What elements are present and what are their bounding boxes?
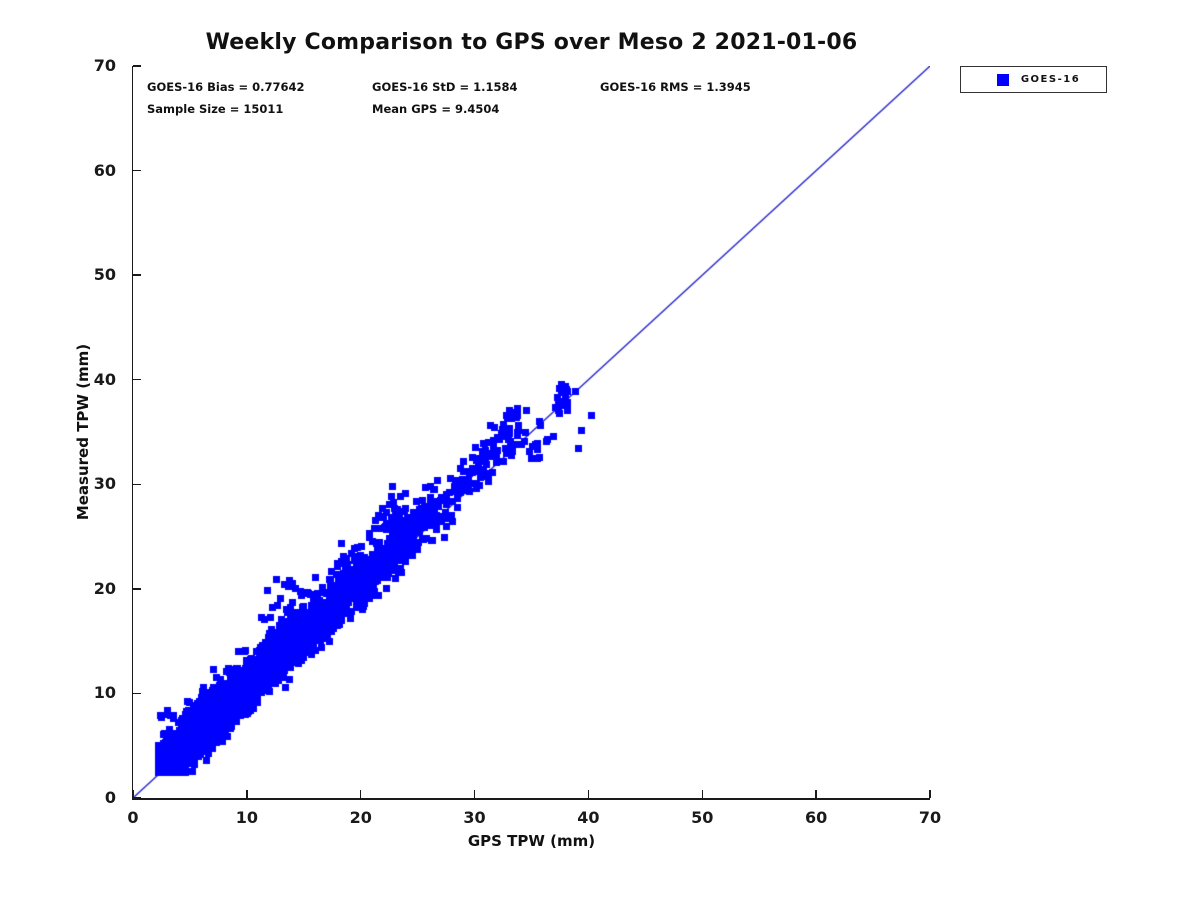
x-tick-mark	[246, 790, 248, 798]
y-tick-mark	[133, 378, 141, 381]
y-tick-mark	[133, 169, 141, 172]
y-tick-label: 60	[93, 160, 116, 180]
chart-title: Weekly Comparison to GPS over Meso 2 202…	[205, 30, 858, 55]
legend-square-marker-icon	[997, 73, 1009, 86]
x-tick-mark	[815, 790, 817, 798]
x-tick-label: 0	[127, 808, 139, 827]
scatter-canvas	[133, 66, 930, 798]
y-tick-mark	[133, 692, 141, 695]
x-tick-mark	[132, 790, 134, 798]
y-tick-label: 40	[93, 369, 116, 389]
x-tick-label: 60	[805, 808, 828, 827]
x-tick-mark	[359, 790, 362, 798]
y-tick-label: 70	[93, 56, 116, 75]
x-tick-label: 30	[463, 808, 486, 827]
y-axis-spine	[131, 66, 133, 800]
y-tick-mark	[133, 65, 141, 67]
y-tick-mark	[133, 797, 141, 799]
x-tick-mark	[929, 790, 931, 798]
x-axis-spine	[131, 798, 930, 800]
x-tick-mark	[473, 790, 476, 798]
y-tick-label: 10	[93, 683, 116, 703]
x-tick-mark	[701, 790, 704, 798]
x-tick-label: 40	[577, 808, 600, 827]
y-tick-label: 50	[93, 265, 116, 285]
y-tick-mark	[133, 588, 141, 590]
y-tick-label: 30	[93, 474, 116, 494]
x-tick-label: 70	[918, 808, 942, 827]
y-tick-mark	[133, 483, 141, 486]
legend: GOES-16	[960, 66, 1107, 93]
y-tick-label: 0	[104, 788, 116, 807]
x-tick-mark	[587, 790, 590, 798]
plot-area	[131, 65, 931, 800]
y-tick-mark	[133, 274, 141, 276]
legend-label: GOES-16	[1020, 74, 1081, 85]
x-axis-label: GPS TPW (mm)	[467, 832, 596, 850]
x-tick-label: 10	[235, 808, 258, 827]
x-tick-label: 20	[349, 808, 372, 827]
x-tick-label: 50	[691, 808, 714, 827]
y-tick-label: 20	[93, 578, 116, 598]
